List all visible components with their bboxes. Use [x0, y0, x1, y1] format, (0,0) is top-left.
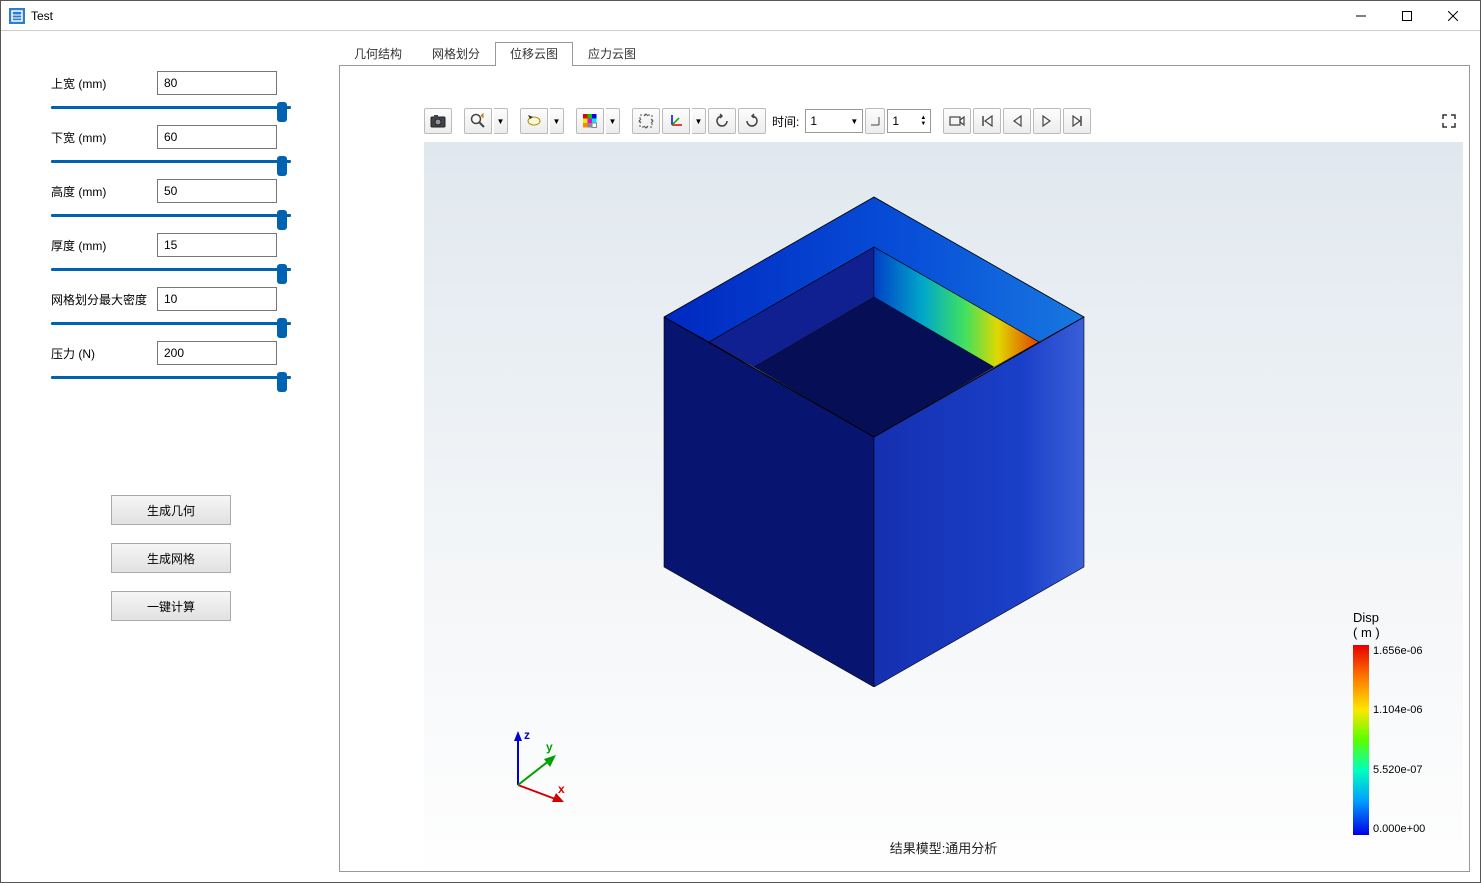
param-slider[interactable]: [51, 369, 291, 387]
param-label: 上宽 (mm): [51, 75, 151, 92]
param-pressure: 压力 (N): [51, 341, 291, 387]
step-back-icon[interactable]: [1003, 108, 1031, 134]
axis-triad: z x y: [498, 725, 588, 805]
param-slider[interactable]: [51, 99, 291, 117]
color-legend: Disp ( m ) 1.656e-06 1.104e-06 5.520e-07…: [1353, 610, 1443, 835]
record-icon[interactable]: [943, 108, 971, 134]
generate-geometry-button[interactable]: 生成几何: [111, 495, 231, 525]
titlebar: Test: [1, 1, 1480, 31]
select-dropdown[interactable]: ▼: [550, 108, 564, 134]
param-slider[interactable]: [51, 153, 291, 171]
param-input[interactable]: [157, 179, 277, 203]
param-input[interactable]: [157, 71, 277, 95]
zoom-icon[interactable]: [464, 108, 492, 134]
skip-start-icon[interactable]: [973, 108, 1001, 134]
rotate-ccw-icon[interactable]: [708, 108, 736, 134]
param-slider[interactable]: [51, 207, 291, 225]
param-input[interactable]: [157, 341, 277, 365]
axis-view-icon[interactable]: [662, 108, 690, 134]
param-input[interactable]: [157, 233, 277, 257]
legend-tick: 0.000e+00: [1373, 823, 1425, 835]
time-select-a[interactable]: 1▼: [805, 109, 863, 133]
rotate-cw-icon[interactable]: [738, 108, 766, 134]
param-label: 厚度 (mm): [51, 237, 151, 254]
param-upper-width: 上宽 (mm): [51, 71, 291, 117]
parameter-panel: 上宽 (mm) 下宽 (mm) 高度 (mm): [11, 41, 331, 872]
legend-title: Disp: [1353, 610, 1379, 625]
step-forward-icon[interactable]: [1063, 108, 1091, 134]
param-label: 网格划分最大密度: [51, 291, 151, 308]
param-thickness: 厚度 (mm): [51, 233, 291, 279]
viewer-panel: ▼ ▼ ▼ ▼ 时间: 1▼ 1▲▼: [339, 65, 1470, 872]
app-icon: [9, 8, 25, 24]
svg-text:x: x: [558, 782, 565, 796]
legend-tick: 5.520e-07: [1373, 764, 1425, 776]
time-label: 时间:: [772, 113, 799, 130]
param-label: 下宽 (mm): [51, 129, 151, 146]
param-slider[interactable]: [51, 261, 291, 279]
param-input[interactable]: [157, 287, 277, 311]
tab-displacement[interactable]: 位移云图: [495, 42, 573, 66]
maximize-button[interactable]: [1384, 2, 1430, 30]
legend-unit: ( m ): [1353, 625, 1380, 640]
time-select-b[interactable]: 1▲▼: [887, 109, 931, 133]
param-lower-width: 下宽 (mm): [51, 125, 291, 171]
color-cube-dropdown[interactable]: ▼: [606, 108, 620, 134]
window-title: Test: [31, 9, 1338, 23]
param-height: 高度 (mm): [51, 179, 291, 225]
param-label: 压力 (N): [51, 345, 151, 362]
viewer-toolbar: ▼ ▼ ▼ ▼ 时间: 1▼ 1▲▼: [424, 106, 1463, 136]
one-click-compute-button[interactable]: 一键计算: [111, 591, 231, 621]
legend-tick: 1.104e-06: [1373, 704, 1425, 716]
legend-gradient-bar: [1353, 645, 1369, 835]
play-icon[interactable]: [1033, 108, 1061, 134]
time-step-icon[interactable]: [865, 108, 885, 134]
axis-view-dropdown[interactable]: ▼: [692, 108, 706, 134]
tab-stress[interactable]: 应力云图: [573, 42, 651, 66]
param-mesh-density: 网格划分最大密度: [51, 287, 291, 333]
legend-tick: 1.656e-06: [1373, 645, 1425, 657]
zoom-dropdown[interactable]: ▼: [494, 108, 508, 134]
3d-viewport[interactable]: z x y Disp ( m ): [424, 142, 1463, 865]
tab-geometry[interactable]: 几何结构: [339, 42, 417, 66]
svg-text:y: y: [546, 740, 553, 754]
app-window: Test 上宽 (mm) 下宽 (mm): [0, 0, 1481, 883]
select-icon[interactable]: [520, 108, 548, 134]
param-label: 高度 (mm): [51, 183, 151, 200]
generate-mesh-button[interactable]: 生成网格: [111, 543, 231, 573]
close-button[interactable]: [1430, 2, 1476, 30]
param-slider[interactable]: [51, 315, 291, 333]
param-input[interactable]: [157, 125, 277, 149]
fit-view-icon[interactable]: [632, 108, 660, 134]
svg-text:z: z: [524, 728, 530, 742]
tab-mesh[interactable]: 网格划分: [417, 42, 495, 66]
model-caption: 结果模型:通用分析: [424, 838, 1463, 857]
minimize-button[interactable]: [1338, 2, 1384, 30]
camera-icon[interactable]: [424, 108, 452, 134]
displacement-model: [624, 147, 1124, 687]
expand-icon[interactable]: [1435, 108, 1463, 134]
color-cube-icon[interactable]: [576, 108, 604, 134]
result-tabs: 几何结构 网格划分 位移云图 应力云图: [339, 41, 1470, 65]
